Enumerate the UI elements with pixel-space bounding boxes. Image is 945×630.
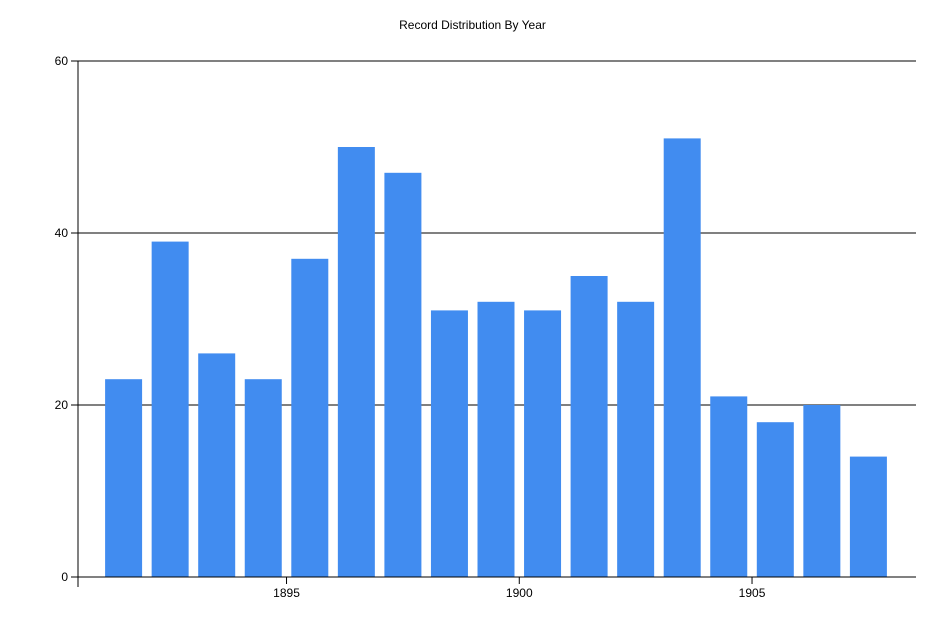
bar xyxy=(710,396,748,577)
y-tick-label: 0 xyxy=(61,570,68,584)
x-tick-label: 1895 xyxy=(273,586,300,600)
bar xyxy=(570,276,608,577)
bar xyxy=(151,241,189,577)
bar xyxy=(663,138,701,577)
bar xyxy=(849,456,887,577)
y-tick-label: 40 xyxy=(55,226,69,240)
chart-title: Record Distribution By Year xyxy=(399,18,546,32)
bar xyxy=(617,301,655,577)
bar xyxy=(291,258,329,577)
bar xyxy=(803,405,841,577)
bar xyxy=(756,422,794,577)
x-tick-label: 1905 xyxy=(739,586,766,600)
bar xyxy=(430,310,468,577)
bar xyxy=(524,310,562,577)
y-tick-label: 60 xyxy=(55,54,69,68)
x-tick-label: 1900 xyxy=(506,586,533,600)
bar xyxy=(244,379,282,577)
bar xyxy=(105,379,143,577)
bar xyxy=(384,172,422,578)
bar xyxy=(477,301,515,577)
y-tick-label: 20 xyxy=(55,398,69,412)
bar xyxy=(198,353,236,577)
bar xyxy=(337,147,375,577)
